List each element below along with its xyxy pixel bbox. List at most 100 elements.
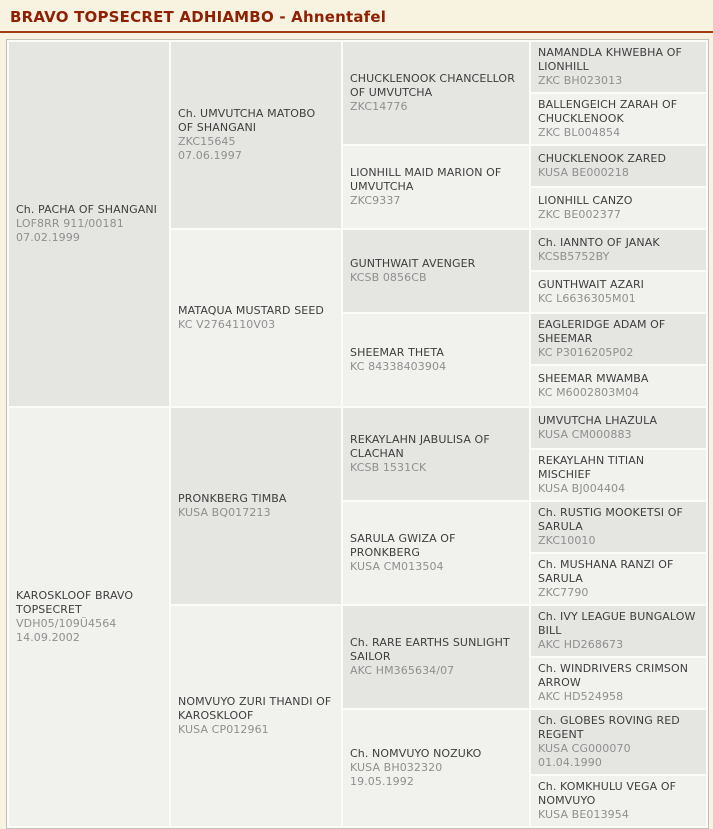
- ancestor-reg: KC V2764110V03: [178, 318, 276, 331]
- ancestor-reg: KC L6636305M01: [538, 292, 636, 305]
- ancestor-reg: KUSA BE000218: [538, 166, 629, 179]
- ancestor-reg: KCSB 0856CB: [350, 271, 427, 284]
- ancestor-name: UMVUTCHA LHAZULA: [538, 414, 658, 427]
- ancestor-cell-g4: NAMANDLA KHWEBHA OF LIONHILL ZKC BH02301…: [531, 42, 706, 92]
- ancestor-name: LIONHILL MAID MARION OF UMVUTCHA: [350, 166, 502, 193]
- ancestor-reg: ZKC BE002377: [538, 208, 622, 221]
- ancestor-name: KAROSKLOOF BRAVO TOPSECRET: [16, 589, 134, 616]
- ancestor-cell-g4: SHEEMAR MWAMBA KC M6002803M04: [531, 366, 706, 406]
- ancestor-reg: ZKC BL004854: [538, 126, 621, 139]
- ancestor-cell-g2: PRONKBERG TIMBA KUSA BQ017213: [171, 408, 341, 604]
- ancestor-reg: KUSA CP012961: [178, 723, 269, 736]
- ancestor-reg: KUSA BE013954: [538, 808, 629, 821]
- ancestor-reg: KCSB 1531CK: [350, 461, 427, 474]
- ancestor-reg: ZKC BH023013: [538, 74, 623, 87]
- ancestor-name: Ch. WINDRIVERS CRIMSON ARROW: [538, 662, 689, 689]
- ancestor-cell-g4: GUNTHWAIT AZARI KC L6636305M01: [531, 272, 706, 312]
- ancestor-reg: KCSB5752BY: [538, 250, 610, 263]
- ancestor-name: MATAQUA MUSTARD SEED: [178, 304, 324, 317]
- ancestor-name: Ch. GLOBES ROVING RED REGENT: [538, 714, 680, 741]
- ancestor-name: Ch. KOMKHULU VEGA OF NOMVUYO: [538, 780, 677, 807]
- ancestor-name: Ch. PACHA OF SHANGANI: [16, 203, 157, 216]
- ancestor-name: Ch. IVY LEAGUE BUNGALOW BILL: [538, 610, 696, 637]
- page-title: BRAVO TOPSECRET ADHIAMBO - Ahnentafel: [10, 8, 387, 26]
- ancestor-cell-g3: REKAYLAHN JABULISA OF CLACHAN KCSB 1531C…: [343, 408, 529, 500]
- ancestor-name: NAMANDLA KHWEBHA OF LIONHILL: [538, 46, 682, 73]
- ancestor-cell-g4: Ch. WINDRIVERS CRIMSON ARROW AKC HD52495…: [531, 658, 706, 708]
- ancestor-cell-g4: CHUCKLENOOK ZARED KUSA BE000218: [531, 146, 706, 186]
- ancestor-reg: KUSA BQ017213: [178, 506, 271, 519]
- ancestor-name: CHUCKLENOOK ZARED: [538, 152, 667, 165]
- ancestor-cell-g3: CHUCKLENOOK CHANCELLOR OF UMVUTCHA ZKC14…: [343, 42, 529, 144]
- ancestor-name: GUNTHWAIT AZARI: [538, 278, 645, 291]
- ancestor-name: Ch. MUSHANA RANZI OF SARULA: [538, 558, 674, 585]
- ancestor-name: LIONHILL CANZO: [538, 194, 633, 207]
- ancestor-cell-g4: UMVUTCHA LHAZULA KUSA CM000883: [531, 408, 706, 448]
- ancestor-name: EAGLERIDGE ADAM OF SHEEMAR: [538, 318, 666, 345]
- ancestor-name: CHUCKLENOOK CHANCELLOR OF UMVUTCHA: [350, 72, 515, 99]
- pedigree-table: Ch. PACHA OF SHANGANI LOF8RR 911/00181 0…: [6, 39, 709, 829]
- ancestor-reg: ZKC10010: [538, 534, 596, 547]
- ancestor-reg: LOF8RR 911/00181: [16, 217, 124, 230]
- ancestor-cell-g4: Ch. IANNTO OF JANAK KCSB5752BY: [531, 230, 706, 270]
- ancestor-cell-g3: SHEEMAR THETA KC 84338403904: [343, 314, 529, 406]
- ancestor-reg: AKC HD268673: [538, 638, 624, 651]
- ancestor-name: SARULA GWIZA OF PRONKBERG: [350, 532, 456, 559]
- ancestor-reg: KUSA BJ004404: [538, 482, 626, 495]
- ancestor-cell-g4: REKAYLAHN TITIAN MISCHIEF KUSA BJ004404: [531, 450, 706, 500]
- ancestor-cell-g3: Ch. RARE EARTHS SUNLIGHT SAILOR AKC HM36…: [343, 606, 529, 708]
- ancestor-name: PRONKBERG TIMBA: [178, 492, 287, 505]
- ancestor-cell-g4: LIONHILL CANZO ZKC BE002377: [531, 188, 706, 228]
- ancestor-cell-g3: LIONHILL MAID MARION OF UMVUTCHA ZKC9337: [343, 146, 529, 228]
- ancestor-date: 07.02.1999: [16, 231, 80, 244]
- ancestor-cell-g3: SARULA GWIZA OF PRONKBERG KUSA CM013504: [343, 502, 529, 604]
- ancestor-name: GUNTHWAIT AVENGER: [350, 257, 476, 270]
- ancestor-reg: KUSA CG000070: [538, 742, 631, 755]
- ancestor-reg: ZKC9337: [350, 194, 401, 207]
- ancestor-name: SHEEMAR THETA: [350, 346, 444, 359]
- ancestor-cell-sire: Ch. PACHA OF SHANGANI LOF8RR 911/00181 0…: [9, 42, 169, 406]
- ancestor-reg: KUSA BH032320: [350, 761, 443, 774]
- ancestor-cell-g4: Ch. GLOBES ROVING RED REGENT KUSA CG0000…: [531, 710, 706, 774]
- pedigree-container: Ch. PACHA OF SHANGANI LOF8RR 911/00181 0…: [0, 33, 713, 829]
- ancestor-cell-g2: NOMVUYO ZURI THANDI OF KAROSKLOOF KUSA C…: [171, 606, 341, 826]
- ancestor-cell-g3: GUNTHWAIT AVENGER KCSB 0856CB: [343, 230, 529, 312]
- ancestor-reg: AKC HM365634/07: [350, 664, 455, 677]
- ancestor-date: 01.04.1990: [538, 756, 602, 769]
- ancestor-reg: KC M6002803M04: [538, 386, 640, 399]
- ancestor-reg: VDH05/109Ü4564: [16, 617, 117, 630]
- ancestor-cell-g4: Ch. MUSHANA RANZI OF SARULA ZKC7790: [531, 554, 706, 604]
- ancestor-date: 07.06.1997: [178, 149, 242, 162]
- ancestor-name: NOMVUYO ZURI THANDI OF KAROSKLOOF: [178, 695, 332, 722]
- ancestor-reg: ZKC15645: [178, 135, 236, 148]
- ancestor-name: Ch. RUSTIG MOOKETSI OF SARULA: [538, 506, 683, 533]
- ancestor-cell-g4: Ch. RUSTIG MOOKETSI OF SARULA ZKC10010: [531, 502, 706, 552]
- ancestor-cell-g4: BALLENGEICH ZARAH OF CHUCKLENOOK ZKC BL0…: [531, 94, 706, 144]
- ancestor-reg: KC 84338403904: [350, 360, 447, 373]
- ancestor-cell-g2: Ch. UMVUTCHA MATOBO OF SHANGANI ZKC15645…: [171, 42, 341, 228]
- ancestor-date: 19.05.1992: [350, 775, 414, 788]
- ancestor-reg: KUSA CM000883: [538, 428, 632, 441]
- ancestor-cell-g3: Ch. NOMVUYO NOZUKO KUSA BH032320 19.05.1…: [343, 710, 529, 826]
- ancestor-cell-g2: MATAQUA MUSTARD SEED KC V2764110V03: [171, 230, 341, 406]
- ancestor-name: Ch. IANNTO OF JANAK: [538, 236, 660, 249]
- ancestor-name: Ch. NOMVUYO NOZUKO: [350, 747, 482, 760]
- ancestor-cell-dam: KAROSKLOOF BRAVO TOPSECRET VDH05/109Ü456…: [9, 408, 169, 826]
- ancestor-name: BALLENGEICH ZARAH OF CHUCKLENOOK: [538, 98, 678, 125]
- ancestor-reg: KUSA CM013504: [350, 560, 444, 573]
- ancestor-name: REKAYLAHN JABULISA OF CLACHAN: [350, 433, 490, 460]
- ancestor-reg: ZKC14776: [350, 100, 408, 113]
- ancestor-name: REKAYLAHN TITIAN MISCHIEF: [538, 454, 645, 481]
- ancestor-reg: AKC HD524958: [538, 690, 624, 703]
- ancestor-reg: ZKC7790: [538, 586, 589, 599]
- ancestor-cell-g4: EAGLERIDGE ADAM OF SHEEMAR KC P3016205P0…: [531, 314, 706, 364]
- ancestor-date: 14.09.2002: [16, 631, 80, 644]
- ancestor-reg: KC P3016205P02: [538, 346, 634, 359]
- ancestor-cell-g4: Ch. IVY LEAGUE BUNGALOW BILL AKC HD26867…: [531, 606, 706, 656]
- page-header: BRAVO TOPSECRET ADHIAMBO - Ahnentafel: [0, 0, 713, 31]
- ancestor-name: SHEEMAR MWAMBA: [538, 372, 649, 385]
- ancestor-name: Ch. UMVUTCHA MATOBO OF SHANGANI: [178, 107, 316, 134]
- title-rule: [0, 31, 713, 33]
- ancestor-name: Ch. RARE EARTHS SUNLIGHT SAILOR: [350, 636, 510, 663]
- ancestor-cell-g4: Ch. KOMKHULU VEGA OF NOMVUYO KUSA BE0139…: [531, 776, 706, 826]
